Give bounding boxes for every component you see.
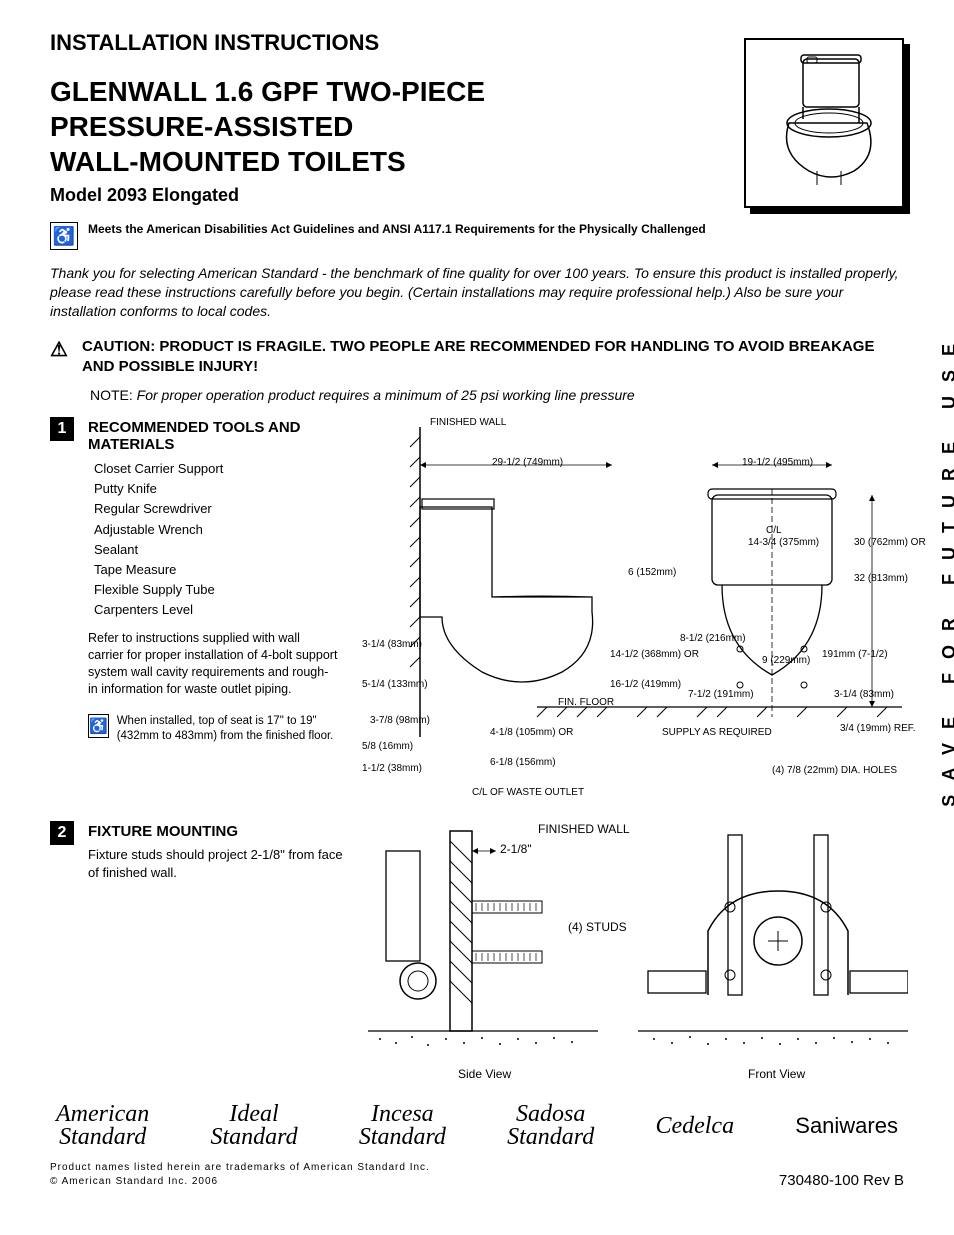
tool-item: Closet Carrier Support xyxy=(94,459,348,479)
diagram-label-finished-wall: FINISHED WALL xyxy=(430,417,506,428)
title-line-3: WALL-MOUNTED TOILETS xyxy=(50,144,724,179)
dim-5-8: 5/8 (16mm) xyxy=(362,741,413,752)
dim-6: 6 (152mm) xyxy=(628,567,676,578)
dim-5-14: 5-1/4 (133mm) xyxy=(362,679,428,690)
carrier-note: Refer to instructions supplied with wall… xyxy=(88,630,338,698)
dim-14-34: 14-3/4 (375mm) xyxy=(748,537,819,548)
doc-title: GLENWALL 1.6 GPF TWO-PIECE PRESSURE-ASSI… xyxy=(50,74,724,179)
brand-sadosa-standard: SadosaStandard xyxy=(507,1103,594,1149)
trademark-line: Product names listed herein are trademar… xyxy=(50,1161,430,1175)
dim-8-12: 8-1/2 (216mm) xyxy=(680,633,746,644)
step-number-1: 1 xyxy=(50,417,74,441)
step-number-2: 2 xyxy=(50,821,74,845)
dim-14-12: 14-1/2 (368mm) OR xyxy=(610,649,699,660)
dim-16-12: 16-1/2 (419mm) xyxy=(610,679,681,690)
brand-logos-row: AmericanStandard IdealStandard IncesaSta… xyxy=(50,1103,904,1149)
step1-title: RECOMMENDED TOOLS AND MATERIALS xyxy=(88,419,348,453)
dim-29-12: 29-1/2 (749mm) xyxy=(492,457,563,468)
dim-4-18: 4-1/8 (105mm) OR xyxy=(490,727,573,738)
brand-saniwares: Saniwares xyxy=(795,1116,898,1137)
psi-note: NOTE: For proper operation product requi… xyxy=(90,387,904,403)
diagram-label-finished-wall: FINISHED WALL xyxy=(538,823,630,836)
product-illustration xyxy=(744,38,904,208)
tool-item: Sealant xyxy=(94,540,348,560)
copyright-line: © American Standard Inc. 2006 xyxy=(50,1175,430,1189)
dim-7-12: 7-1/2 (191mm) xyxy=(688,689,754,700)
roughing-in-diagram: FINISHED WALL FIN. FLOOR C/L C/L OF WAST… xyxy=(362,417,904,807)
doc-supertitle: INSTALLATION INSTRUCTIONS xyxy=(50,30,724,56)
tool-item: Flexible Supply Tube xyxy=(94,580,348,600)
dim-9: 9 (229mm) xyxy=(762,655,810,666)
caution-text: CAUTION: PRODUCT IS FRAGILE. TWO PEOPLE … xyxy=(82,337,904,378)
diagram-label-holes: (4) 7/8 (22mm) DIA. HOLES xyxy=(772,765,897,776)
diagram-label-supply: SUPPLY AS REQUIRED xyxy=(662,727,772,738)
dim-projection: 2-1/8" xyxy=(500,843,532,856)
accessibility-icon: ♿ xyxy=(50,222,78,250)
dim-3-14a: 3-1/4 (83mm) xyxy=(362,639,422,650)
tool-item: Carpenters Level xyxy=(94,600,348,620)
brand-incesa-standard: IncesaStandard xyxy=(359,1103,446,1149)
diagram-label-ref: 3/4 (19mm) REF. xyxy=(840,723,916,734)
warning-icon: ⚠ xyxy=(50,337,68,362)
fixture-mounting-diagram: FINISHED WALL 2-1/8" (4) STUDS Side View… xyxy=(368,821,908,1081)
front-view-label: Front View xyxy=(748,1067,805,1081)
title-line-2: PRESSURE-ASSISTED xyxy=(50,109,724,144)
tool-item: Regular Screwdriver xyxy=(94,499,348,519)
dim-32: 32 (813mm) xyxy=(854,573,908,584)
dim-3-78: 3-7/8 (98mm) xyxy=(370,715,430,726)
dim-6-18: 6-1/8 (156mm) xyxy=(490,757,556,768)
save-for-future-use: SAVE FOR FUTURE USE xyxy=(939,330,954,807)
diagram-label-cl-waste: C/L OF WASTE OUTLET xyxy=(472,787,584,798)
accessibility-icon: ♿ xyxy=(88,714,109,738)
diagram-label-fin-floor: FIN. FLOOR xyxy=(558,697,614,708)
dim-3-14b: 3-1/4 (83mm) xyxy=(834,689,894,700)
tool-list: Closet Carrier Support Putty Knife Regul… xyxy=(94,459,348,620)
document-number: 730480-100 Rev B xyxy=(779,1172,904,1189)
note-label: NOTE: xyxy=(90,387,133,403)
side-view-label: Side View xyxy=(458,1067,511,1081)
seat-height-note: When installed, top of seat is 17" to 19… xyxy=(117,714,348,744)
legal-text: Product names listed herein are trademar… xyxy=(50,1161,430,1189)
brand-ideal-standard: IdealStandard xyxy=(211,1103,298,1149)
brand-american-standard: AmericanStandard xyxy=(56,1103,149,1149)
brand-cedelca: Cedelca xyxy=(655,1115,734,1138)
step2-text: Fixture studs should project 2-1/8" from… xyxy=(88,846,348,882)
tool-item: Adjustable Wrench xyxy=(94,520,348,540)
tool-item: Putty Knife xyxy=(94,479,348,499)
dim-1-12: 1-1/2 (38mm) xyxy=(362,763,422,774)
model-label: Model 2093 Elongated xyxy=(50,185,724,206)
diagram-label-cl: C/L xyxy=(766,525,782,536)
dim-191: 191mm (7-1/2) xyxy=(822,649,888,660)
diagram-label-studs: (4) STUDS xyxy=(568,921,627,934)
title-line-1: GLENWALL 1.6 GPF TWO-PIECE xyxy=(50,74,724,109)
step2-title: FIXTURE MOUNTING xyxy=(88,823,348,840)
note-body: For proper operation product requires a … xyxy=(137,387,635,403)
dim-19-12: 19-1/2 (495mm) xyxy=(742,457,813,468)
ada-compliance-text: Meets the American Disabilities Act Guid… xyxy=(88,222,706,238)
dim-30: 30 (762mm) OR xyxy=(854,537,926,548)
intro-paragraph: Thank you for selecting American Standar… xyxy=(50,264,904,321)
tool-item: Tape Measure xyxy=(94,560,348,580)
